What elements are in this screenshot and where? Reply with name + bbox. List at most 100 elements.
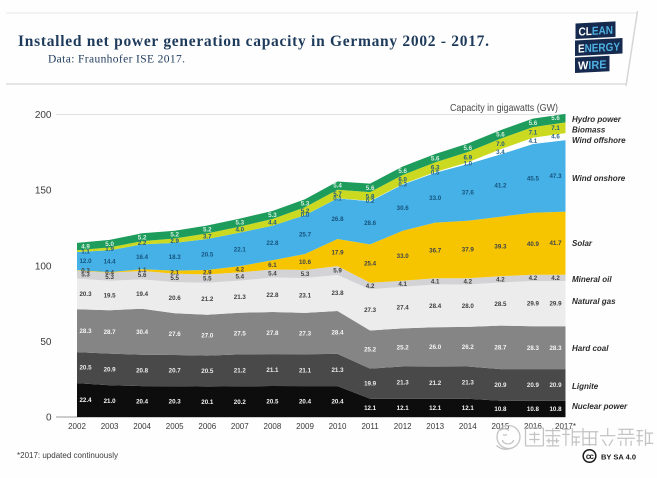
svg-text:CLEAN: CLEAN [579, 25, 614, 39]
svg-text:28.4: 28.4 [429, 303, 442, 310]
svg-text:BY SA 4.0: BY SA 4.0 [601, 452, 636, 461]
svg-text:2010: 2010 [329, 422, 347, 431]
svg-text:2006: 2006 [198, 422, 216, 431]
svg-text:36.7: 36.7 [429, 248, 442, 255]
svg-text:3.4: 3.4 [496, 149, 505, 156]
svg-text:0.4: 0.4 [105, 270, 114, 277]
svg-text:28.0: 28.0 [462, 303, 475, 310]
svg-text:28.6: 28.6 [364, 220, 377, 227]
svg-text:2009: 2009 [296, 422, 314, 431]
svg-text:39.3: 39.3 [494, 244, 507, 251]
svg-text:1.0: 1.0 [463, 160, 472, 167]
svg-text:21.2: 21.2 [234, 368, 247, 375]
svg-text:5.3: 5.3 [301, 271, 310, 278]
svg-text:2016: 2016 [524, 422, 542, 431]
svg-text:2.9: 2.9 [203, 269, 212, 276]
svg-text:27.4: 27.4 [397, 305, 410, 312]
svg-text:5.4: 5.4 [235, 274, 244, 281]
svg-text:27.8: 27.8 [266, 330, 279, 337]
svg-text:23.1: 23.1 [299, 293, 312, 300]
svg-text:6.3: 6.3 [431, 164, 440, 171]
svg-text:19.9: 19.9 [364, 381, 377, 388]
svg-text:20.2: 20.2 [234, 399, 247, 406]
svg-text:4.1: 4.1 [529, 138, 538, 145]
svg-text:2013: 2013 [426, 422, 444, 431]
svg-text:21.3: 21.3 [331, 367, 344, 374]
svg-text:12.1: 12.1 [462, 405, 475, 412]
svg-text:2012: 2012 [394, 422, 412, 431]
svg-text:25.4: 25.4 [364, 261, 377, 268]
svg-text:10.8: 10.8 [549, 406, 562, 413]
svg-text:7.1: 7.1 [551, 125, 560, 132]
svg-text:22.1: 22.1 [234, 246, 247, 253]
svg-text:4.2: 4.2 [235, 266, 244, 273]
svg-text:2011: 2011 [361, 422, 379, 431]
svg-text:17.9: 17.9 [331, 250, 344, 257]
svg-text:6.1: 6.1 [268, 262, 277, 269]
svg-text:28.3: 28.3 [527, 345, 540, 352]
svg-text:41.2: 41.2 [494, 183, 507, 190]
svg-text:2003: 2003 [101, 422, 119, 431]
svg-text:28.4: 28.4 [331, 330, 344, 337]
svg-text:20.9: 20.9 [494, 382, 507, 389]
svg-text:4.4: 4.4 [268, 219, 277, 226]
svg-text:50: 50 [40, 337, 52, 348]
svg-text:5.3: 5.3 [301, 200, 310, 207]
svg-text:2007: 2007 [231, 422, 249, 431]
svg-text:20.8: 20.8 [136, 368, 149, 375]
svg-text:4.2: 4.2 [551, 275, 560, 282]
svg-text:Hard coal: Hard coal [572, 344, 609, 353]
svg-text:20.5: 20.5 [266, 399, 279, 406]
svg-text:21.3: 21.3 [462, 380, 475, 387]
svg-text:5.5: 5.5 [203, 276, 212, 283]
svg-text:7.0: 7.0 [496, 141, 505, 148]
svg-text:12.0: 12.0 [79, 258, 92, 265]
svg-text:26.8: 26.8 [331, 216, 344, 223]
svg-text:28.3: 28.3 [79, 328, 92, 335]
svg-text:2004: 2004 [133, 422, 151, 431]
svg-text:28.7: 28.7 [104, 329, 117, 336]
svg-text:5.3: 5.3 [105, 274, 114, 281]
svg-text:Data: Fraunhofer ISE 2017.: Data: Fraunhofer ISE 2017. [48, 54, 185, 66]
svg-text:30.4: 30.4 [136, 329, 149, 336]
svg-text:4.1: 4.1 [431, 278, 440, 285]
svg-text:25.7: 25.7 [299, 232, 312, 239]
svg-text:200: 200 [35, 110, 52, 121]
svg-text:5.6: 5.6 [529, 120, 538, 127]
svg-text:1.1: 1.1 [138, 267, 147, 274]
svg-text:14.4: 14.4 [104, 258, 117, 265]
svg-text:28.7: 28.7 [494, 344, 507, 351]
svg-text:5.6: 5.6 [366, 185, 375, 192]
svg-text:0.2: 0.2 [366, 198, 375, 205]
svg-text:Lignite: Lignite [572, 382, 599, 391]
svg-text:5.2: 5.2 [301, 208, 310, 215]
svg-text:33.0: 33.0 [429, 195, 442, 202]
svg-text:6.0: 6.0 [398, 177, 407, 184]
svg-text:cc: cc [586, 452, 595, 461]
svg-text:0.5: 0.5 [431, 170, 440, 177]
svg-text:2002: 2002 [68, 422, 86, 431]
svg-text:Capacity in gigawatts (GW): Capacity in gigawatts (GW) [450, 102, 558, 114]
svg-text:28.5: 28.5 [494, 301, 507, 308]
svg-text:4.6: 4.6 [551, 134, 560, 141]
svg-text:5.6: 5.6 [496, 132, 505, 139]
svg-text:5.4: 5.4 [333, 183, 342, 190]
svg-text:18.3: 18.3 [169, 254, 182, 261]
svg-text:23.8: 23.8 [331, 290, 344, 297]
svg-text:5.8: 5.8 [366, 194, 375, 201]
svg-text:2015: 2015 [492, 422, 510, 431]
svg-text:22.4: 22.4 [79, 397, 92, 404]
svg-text:27.0: 27.0 [201, 332, 214, 339]
svg-text:27.5: 27.5 [234, 331, 247, 338]
svg-text:Wind offshore: Wind offshore [572, 136, 626, 145]
svg-text:1.9: 1.9 [105, 246, 114, 253]
svg-text:Hydro power: Hydro power [572, 115, 622, 124]
svg-text:26.2: 26.2 [462, 344, 475, 351]
svg-text:20.4: 20.4 [299, 399, 312, 406]
svg-text:21.3: 21.3 [397, 380, 410, 387]
svg-text:3.7: 3.7 [203, 233, 212, 240]
svg-text:0.0: 0.0 [301, 212, 310, 219]
svg-text:5.3: 5.3 [235, 220, 244, 227]
svg-text:5.6: 5.6 [551, 115, 560, 122]
svg-text:21.1: 21.1 [299, 367, 312, 374]
